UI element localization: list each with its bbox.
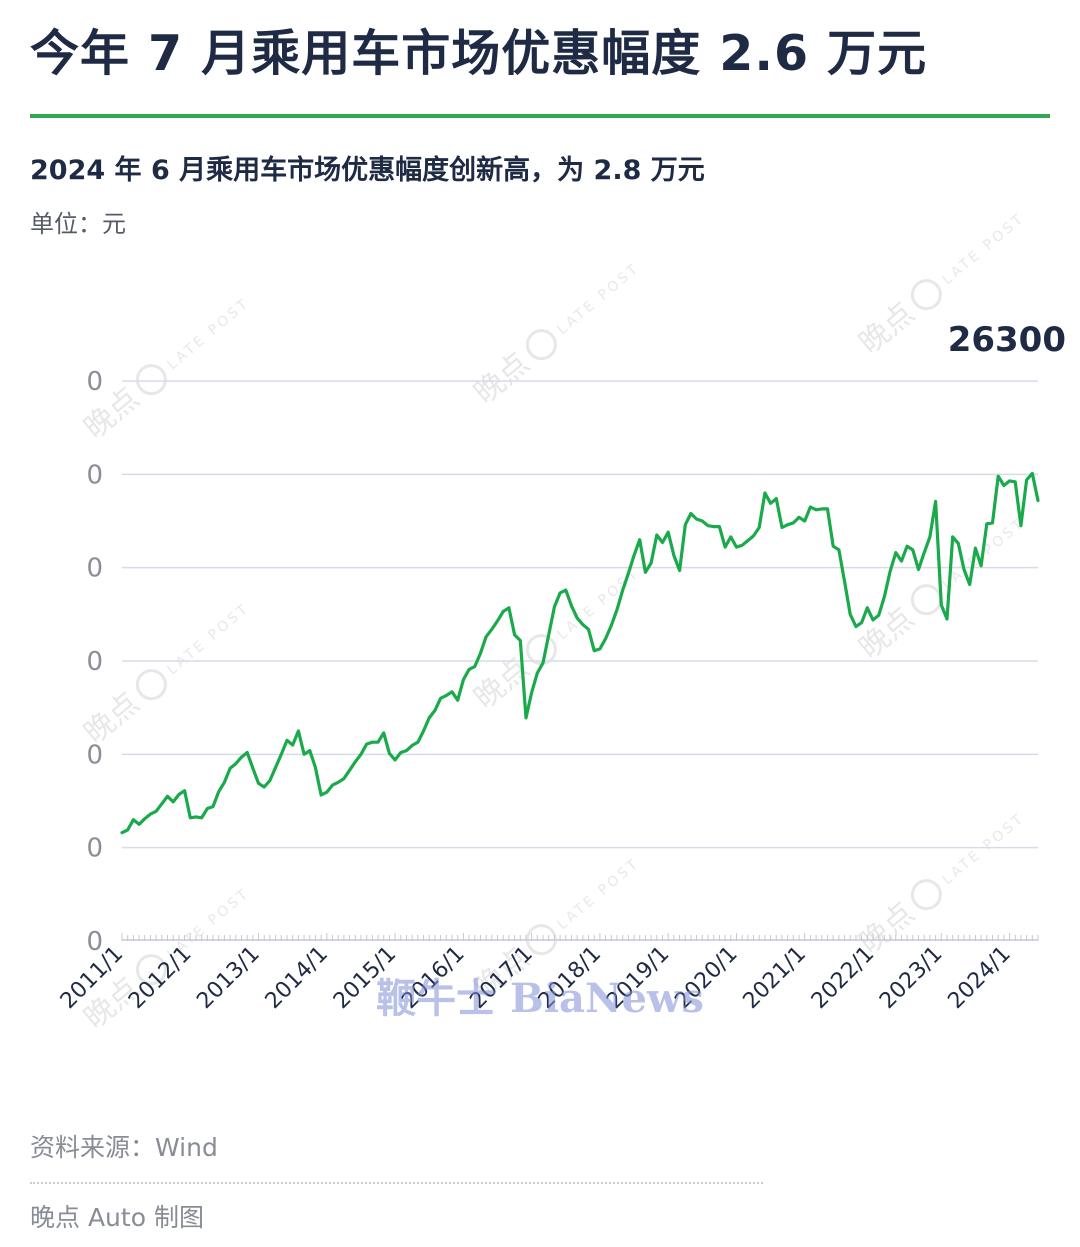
- unit-label: 单位：元: [30, 210, 126, 238]
- credit-note: 晚点 Auto 制图: [30, 1203, 204, 1232]
- svg-text:晚点: 晚点: [468, 346, 536, 411]
- y-tick-label: 0: [86, 460, 103, 490]
- x-tick-label: 2012/1: [124, 942, 196, 1014]
- svg-text:晚点: 晚点: [853, 296, 921, 361]
- svg-text:LATE POST: LATE POST: [164, 295, 253, 373]
- x-tick-label: 2022/1: [807, 942, 879, 1014]
- chart-subtitle: 2024 年 6 月乘用车市场优惠幅度创新高，为 2.8 万元: [30, 155, 705, 186]
- y-tick-label: 0: [86, 554, 103, 584]
- y-tick-label: 0: [86, 740, 103, 770]
- svg-text:LATE POST: LATE POST: [939, 210, 1028, 288]
- title-divider: [30, 114, 1050, 118]
- y-tick-label: 0: [86, 647, 103, 677]
- svg-text:LATE POST: LATE POST: [554, 260, 643, 338]
- page-title: 今年 7 月乘用车市场优惠幅度 2.6 万元: [30, 25, 928, 82]
- series-line: [120, 471, 1040, 835]
- watermark-logo: 晚点 LATE POST: [468, 260, 643, 411]
- svg-text:LATE POST: LATE POST: [939, 810, 1028, 888]
- x-tick-label: 2024/1: [943, 942, 1015, 1014]
- y-tick-label: 0: [86, 367, 103, 397]
- x-tick-label: 2014/1: [261, 942, 333, 1014]
- x-tick-label: 2021/1: [739, 942, 811, 1014]
- x-tick-label: 2013/1: [192, 942, 264, 1014]
- watermark-bianews: 鞭牛士 BiaNews: [376, 975, 704, 1022]
- svg-text:LATE POST: LATE POST: [554, 855, 643, 933]
- footer-divider: [30, 1182, 763, 1184]
- x-tick-label: 2023/1: [875, 942, 947, 1014]
- svg-text:LATE POST: LATE POST: [164, 600, 253, 678]
- y-tick-label: 0: [86, 927, 103, 957]
- svg-text:晚点: 晚点: [853, 601, 921, 666]
- end-value-label: 26300: [948, 320, 1066, 360]
- svg-text:LATE POST: LATE POST: [554, 565, 643, 643]
- source-note: 资料来源：Wind: [30, 1133, 218, 1162]
- y-tick-label: 0: [86, 834, 103, 864]
